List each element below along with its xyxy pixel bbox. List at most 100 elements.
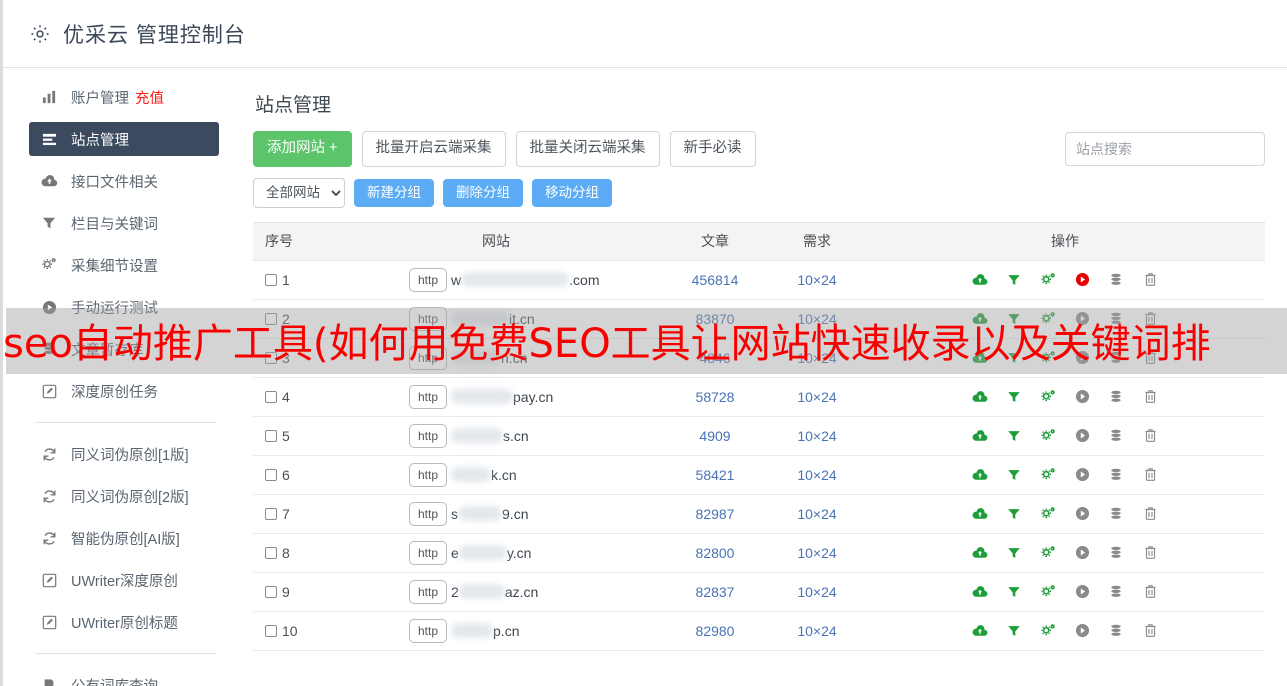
table-row[interactable]: 9 http 2 az.cn 82837 10×24 — [253, 572, 1265, 612]
article-count[interactable]: 4846 — [699, 349, 731, 366]
row-checkbox[interactable] — [265, 351, 277, 364]
gears-icon[interactable] — [1040, 388, 1057, 405]
trash-icon[interactable] — [1142, 583, 1159, 600]
cloud-upload-icon[interactable] — [972, 583, 989, 600]
table-row[interactable]: 3 http n.cn 4846 10×24 — [253, 338, 1265, 378]
funnel-icon[interactable] — [1006, 583, 1023, 600]
sidebar-item-public-dictionary[interactable]: 公有词库查询 — [29, 668, 219, 686]
trash-icon[interactable] — [1142, 349, 1159, 366]
database-icon[interactable] — [1108, 310, 1125, 327]
website-domain[interactable]: k.cn — [451, 466, 517, 483]
gears-icon[interactable] — [1040, 427, 1057, 444]
trash-icon[interactable] — [1142, 544, 1159, 561]
funnel-icon[interactable] — [1006, 466, 1023, 483]
gears-icon[interactable] — [1040, 271, 1057, 288]
batch-close-cloud-collect-button[interactable]: 批量关闭云端采集 — [515, 131, 660, 167]
scheme-button[interactable]: http — [409, 345, 448, 370]
gears-icon[interactable] — [1040, 583, 1057, 600]
database-icon[interactable] — [1108, 388, 1125, 405]
sidebar-item-synonym-v2[interactable]: 同义词伪原创[2版] — [29, 479, 219, 513]
website-domain[interactable]: 2 az.cn — [451, 583, 538, 600]
trash-icon[interactable] — [1142, 388, 1159, 405]
database-icon[interactable] — [1108, 583, 1125, 600]
database-icon[interactable] — [1108, 427, 1125, 444]
sidebar-item-collect-settings[interactable]: 采集细节设置 — [29, 248, 219, 282]
table-row[interactable]: 10 http p.cn 82980 10×24 — [253, 611, 1265, 651]
demand-value[interactable]: 10×24 — [797, 583, 837, 600]
database-icon[interactable] — [1108, 466, 1125, 483]
website-domain[interactable]: n.cn — [451, 349, 527, 366]
website-domain[interactable]: e y.cn — [451, 544, 531, 561]
scheme-button[interactable]: http — [409, 384, 448, 409]
website-domain[interactable]: it.cn — [451, 310, 535, 327]
scheme-button[interactable]: http — [409, 423, 448, 448]
demand-value[interactable]: 10×24 — [797, 505, 837, 522]
cloud-upload-icon[interactable] — [972, 427, 989, 444]
database-icon[interactable] — [1108, 349, 1125, 366]
row-checkbox[interactable] — [265, 429, 277, 442]
demand-value[interactable]: 10×24 — [797, 427, 837, 444]
table-row[interactable]: 4 http pay.cn 58728 10×24 — [253, 377, 1265, 417]
article-count[interactable]: 82987 — [695, 505, 735, 522]
database-icon[interactable] — [1108, 271, 1125, 288]
scheme-button[interactable]: http — [409, 579, 448, 604]
database-icon[interactable] — [1108, 544, 1125, 561]
sidebar-item-manual-run-test[interactable]: 手动运行测试 — [29, 290, 219, 324]
play-circle-icon[interactable] — [1074, 622, 1091, 639]
add-site-button[interactable]: 添加网站 + — [253, 131, 352, 167]
sidebar-item-uwriter-deep[interactable]: UWriter深度原创 — [29, 563, 219, 597]
cloud-upload-icon[interactable] — [972, 310, 989, 327]
funnel-icon[interactable] — [1006, 427, 1023, 444]
website-domain[interactable]: w .com — [451, 271, 599, 288]
play-circle-icon[interactable] — [1074, 388, 1091, 405]
delete-group-button[interactable]: 删除分组 — [443, 178, 523, 208]
sidebar-item-article-cache[interactable]: 文章暂存库 — [29, 332, 219, 366]
row-checkbox[interactable] — [265, 507, 277, 520]
play-circle-icon[interactable] — [1074, 544, 1091, 561]
table-row[interactable]: 6 http k.cn 58421 10×24 — [253, 455, 1265, 495]
gears-icon[interactable] — [1040, 349, 1057, 366]
table-row[interactable]: 2 http it.cn 83870 10×24 — [253, 299, 1265, 339]
funnel-icon[interactable] — [1006, 271, 1023, 288]
play-circle-icon[interactable] — [1074, 505, 1091, 522]
new-group-button[interactable]: 新建分组 — [354, 178, 434, 208]
row-checkbox[interactable] — [265, 546, 277, 559]
article-count[interactable]: 82837 — [695, 583, 735, 600]
demand-value[interactable]: 10×24 — [797, 622, 837, 639]
cloud-upload-icon[interactable] — [972, 271, 989, 288]
website-domain[interactable]: s 9.cn — [451, 505, 528, 522]
move-group-button[interactable]: 移动分组 — [532, 178, 612, 208]
website-domain[interactable]: p.cn — [451, 622, 519, 639]
demand-value[interactable]: 10×24 — [797, 349, 837, 366]
trash-icon[interactable] — [1142, 622, 1159, 639]
article-count[interactable]: 4909 — [699, 427, 731, 444]
table-row[interactable]: 5 http s.cn 4909 10×24 — [253, 416, 1265, 456]
funnel-icon[interactable] — [1006, 544, 1023, 561]
gears-icon[interactable] — [1040, 544, 1057, 561]
cloud-upload-icon[interactable] — [972, 388, 989, 405]
play-circle-icon[interactable] — [1074, 427, 1091, 444]
demand-value[interactable]: 10×24 — [797, 544, 837, 561]
article-count[interactable]: 58421 — [695, 466, 735, 483]
cloud-upload-icon[interactable] — [972, 466, 989, 483]
sidebar-item-deep-original-task[interactable]: 深度原创任务 — [29, 374, 219, 408]
gears-icon[interactable] — [1040, 310, 1057, 327]
trash-icon[interactable] — [1142, 310, 1159, 327]
cloud-upload-icon[interactable] — [972, 349, 989, 366]
cloud-upload-icon[interactable] — [972, 505, 989, 522]
row-checkbox[interactable] — [265, 468, 277, 481]
trash-icon[interactable] — [1142, 505, 1159, 522]
play-circle-icon[interactable] — [1074, 583, 1091, 600]
row-checkbox[interactable] — [265, 390, 277, 403]
scheme-button[interactable]: http — [409, 540, 448, 565]
recharge-badge[interactable]: 充值 — [135, 90, 164, 107]
article-count[interactable]: 83870 — [695, 310, 735, 327]
table-row[interactable]: 1 http w .com 456814 10×24 — [253, 260, 1265, 300]
funnel-icon[interactable] — [1006, 505, 1023, 522]
article-count[interactable]: 82800 — [695, 544, 735, 561]
cloud-upload-icon[interactable] — [972, 622, 989, 639]
play-circle-icon[interactable] — [1074, 310, 1091, 327]
batch-open-cloud-collect-button[interactable]: 批量开启云端采集 — [361, 131, 506, 167]
group-filter-select[interactable]: 全部网站 — [253, 177, 345, 208]
article-count[interactable]: 456814 — [691, 271, 739, 288]
